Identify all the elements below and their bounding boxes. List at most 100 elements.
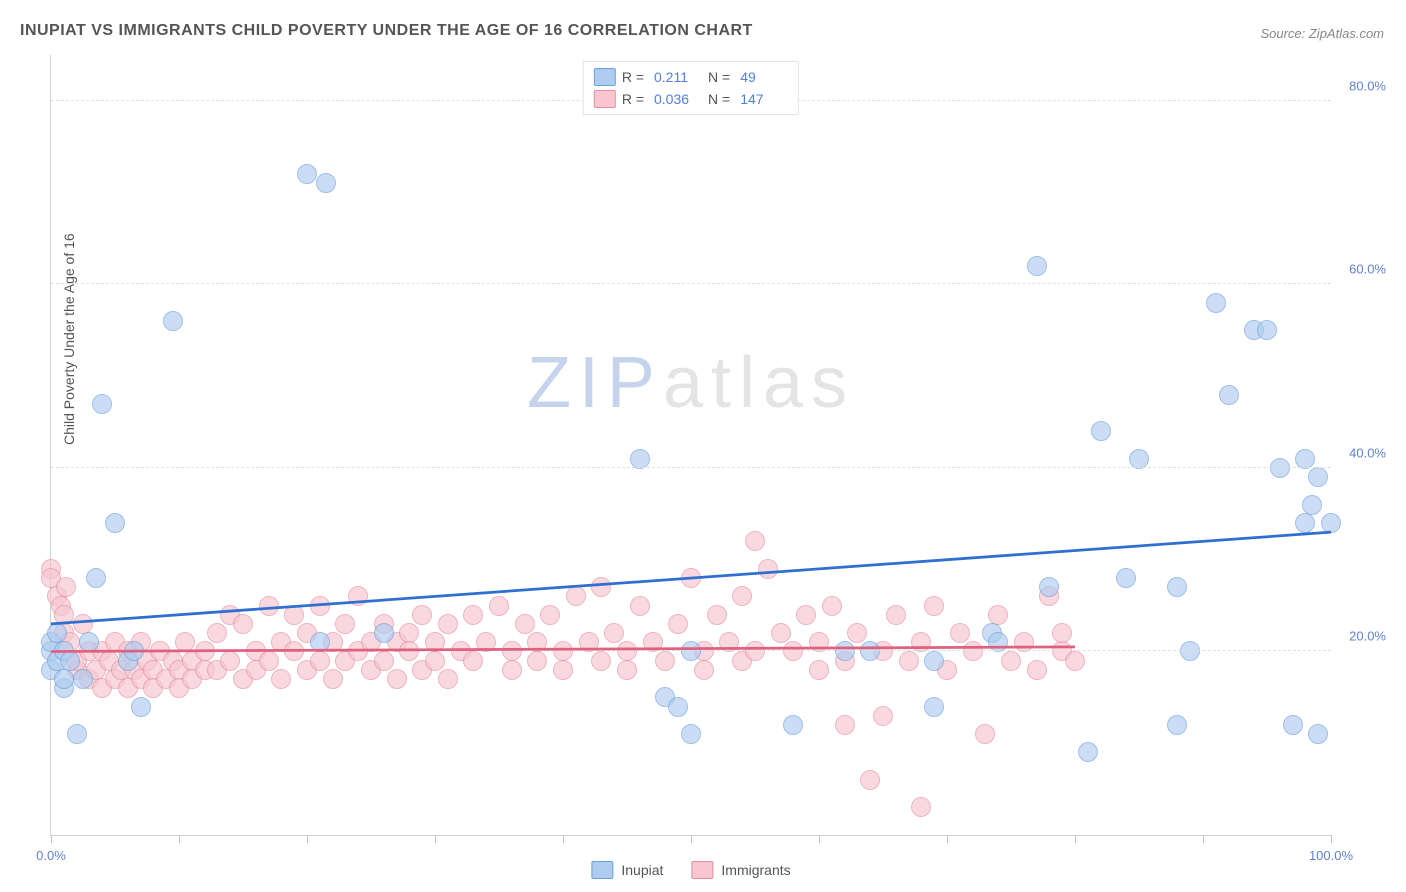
watermark: ZIPatlas	[527, 342, 855, 424]
data-point	[988, 632, 1008, 652]
data-point	[681, 568, 701, 588]
x-tick-label: 0.0%	[36, 848, 66, 863]
x-tick	[563, 835, 564, 843]
data-point	[399, 641, 419, 661]
data-point	[1116, 568, 1136, 588]
data-point	[124, 641, 144, 661]
scatter-plot: Child Poverty Under the Age of 16 ZIPatl…	[50, 55, 1331, 836]
data-point	[963, 641, 983, 661]
data-point	[783, 641, 803, 661]
data-point	[1052, 623, 1072, 643]
data-point	[1283, 715, 1303, 735]
data-point	[1257, 320, 1277, 340]
data-point	[1167, 577, 1187, 597]
data-point	[681, 641, 701, 661]
data-point	[316, 173, 336, 193]
data-point	[515, 614, 535, 634]
data-point	[630, 449, 650, 469]
data-point	[783, 715, 803, 735]
swatch-immigrants	[594, 90, 616, 108]
data-point	[73, 614, 93, 634]
x-tick	[1075, 835, 1076, 843]
data-point	[425, 651, 445, 671]
data-point	[86, 568, 106, 588]
data-point	[131, 697, 151, 717]
data-point	[502, 641, 522, 661]
x-tick	[819, 835, 820, 843]
data-point	[911, 797, 931, 817]
data-point	[643, 632, 663, 652]
data-point	[374, 651, 394, 671]
data-point	[681, 724, 701, 744]
data-point	[271, 669, 291, 689]
data-point	[617, 641, 637, 661]
data-point	[1027, 660, 1047, 680]
data-point	[822, 596, 842, 616]
data-point	[92, 394, 112, 414]
chart-title: INUPIAT VS IMMIGRANTS CHILD POVERTY UNDE…	[20, 22, 753, 40]
data-point	[873, 706, 893, 726]
data-point	[771, 623, 791, 643]
data-point	[835, 641, 855, 661]
y-tick-label: 80.0%	[1349, 78, 1386, 93]
data-point	[476, 632, 496, 652]
data-point	[175, 632, 195, 652]
source-label: Source: ZipAtlas.com	[1260, 26, 1384, 41]
data-point	[911, 632, 931, 652]
data-point	[860, 641, 880, 661]
data-point	[502, 660, 522, 680]
x-tick	[947, 835, 948, 843]
data-point	[220, 651, 240, 671]
data-point	[950, 623, 970, 643]
gridline	[51, 467, 1331, 468]
data-point	[668, 614, 688, 634]
series-legend: Inupiat Immigrants	[591, 861, 790, 879]
data-point	[67, 724, 87, 744]
gridline	[51, 650, 1331, 651]
data-point	[56, 577, 76, 597]
data-point	[809, 660, 829, 680]
data-point	[47, 623, 67, 643]
data-point	[233, 614, 253, 634]
data-point	[527, 651, 547, 671]
data-point	[310, 632, 330, 652]
data-point	[745, 531, 765, 551]
data-point	[1219, 385, 1239, 405]
data-point	[1078, 742, 1098, 762]
data-point	[579, 632, 599, 652]
swatch-immigrants	[691, 861, 713, 879]
data-point	[835, 715, 855, 735]
data-point	[1091, 421, 1111, 441]
legend-label: Inupiat	[621, 862, 663, 878]
data-point	[553, 660, 573, 680]
data-point	[924, 697, 944, 717]
legend-label: Immigrants	[721, 862, 790, 878]
data-point	[310, 651, 330, 671]
data-point	[707, 605, 727, 625]
data-point	[591, 651, 611, 671]
data-point	[975, 724, 995, 744]
data-point	[809, 632, 829, 652]
swatch-inupiat	[591, 861, 613, 879]
data-point	[195, 641, 215, 661]
data-point	[630, 596, 650, 616]
data-point	[1302, 495, 1322, 515]
data-point	[297, 164, 317, 184]
data-point	[899, 651, 919, 671]
data-point	[527, 632, 547, 652]
data-point	[1129, 449, 1149, 469]
data-point	[463, 651, 483, 671]
data-point	[745, 641, 765, 661]
data-point	[860, 770, 880, 790]
data-point	[54, 605, 74, 625]
data-point	[1308, 467, 1328, 487]
data-point	[284, 641, 304, 661]
data-point	[1065, 651, 1085, 671]
x-tick	[51, 835, 52, 843]
data-point	[732, 586, 752, 606]
data-point	[924, 596, 944, 616]
x-tick	[1203, 835, 1204, 843]
data-point	[60, 651, 80, 671]
data-point	[1027, 256, 1047, 276]
data-point	[847, 623, 867, 643]
